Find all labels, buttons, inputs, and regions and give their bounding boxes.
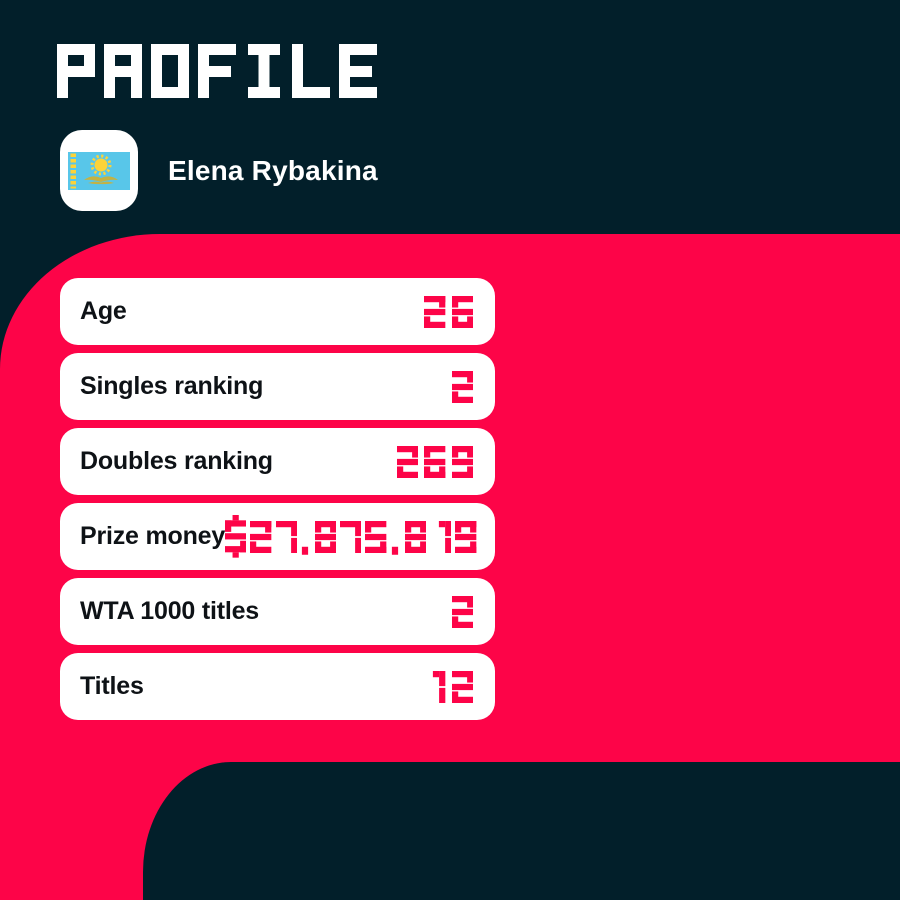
flag-eagle <box>84 175 118 182</box>
flag-sun <box>94 158 108 171</box>
stat-value <box>397 445 473 478</box>
footer-background-shape <box>143 762 900 900</box>
stat-row-doubles-ranking: Doubles ranking <box>60 428 495 495</box>
stat-label: Singles ranking <box>80 372 264 400</box>
stat-value <box>225 515 477 558</box>
stat-row-titles: Titles <box>60 653 495 720</box>
stat-label: Doubles ranking <box>80 447 273 475</box>
stat-row-wta-1000-titles: WTA 1000 titles <box>60 578 495 645</box>
stat-value <box>424 295 473 328</box>
page-title <box>57 44 377 98</box>
stat-row-age: Age <box>60 278 495 345</box>
stat-label: Prize money <box>80 522 226 550</box>
stat-value <box>451 595 473 628</box>
stat-value <box>451 370 473 403</box>
flag-sun-rays <box>90 154 112 175</box>
stat-row-singles-ranking: Singles ranking <box>60 353 495 420</box>
player-name: Elena Rybakina <box>168 154 378 186</box>
flag-ornament <box>70 153 76 188</box>
flag-eagle-wing <box>88 181 114 184</box>
kazakhstan-flag-icon <box>68 151 130 190</box>
stat-row-prize-money: Prize money <box>60 503 495 570</box>
flag-tile <box>60 130 138 211</box>
stat-label: Titles <box>80 672 144 700</box>
stat-label: WTA 1000 titles <box>80 597 259 625</box>
player-header: Elena Rybakina <box>0 130 900 211</box>
stat-label: Age <box>80 297 127 325</box>
stat-value <box>424 670 473 703</box>
stats-list: Age Singles ranking Doubles ranking Priz… <box>60 278 495 720</box>
